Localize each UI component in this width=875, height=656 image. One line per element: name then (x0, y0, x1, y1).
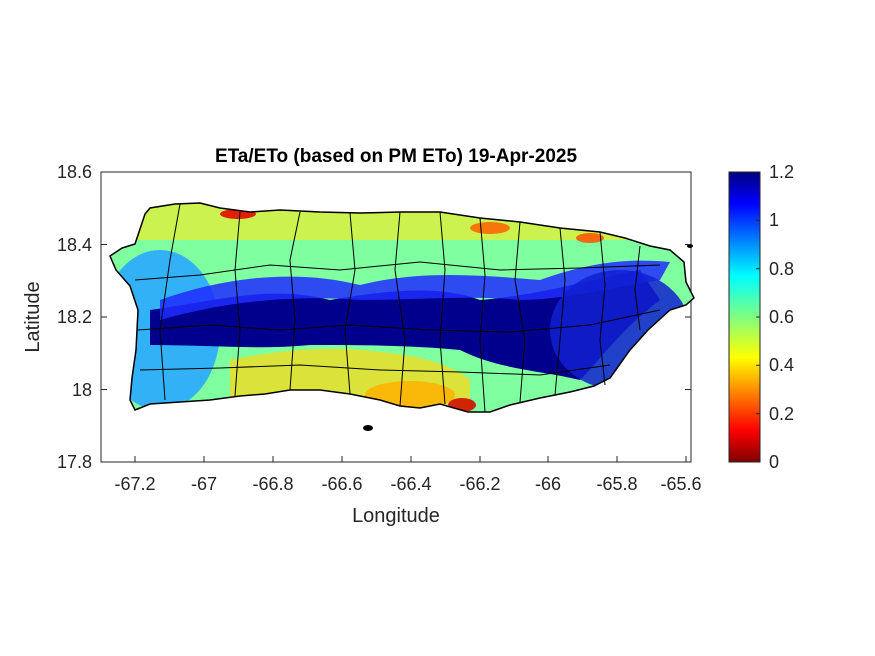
colorbar: 1.2 1 0.8 0.6 0.4 0.2 0 (728, 162, 794, 472)
colorbar-tick-label: 1 (769, 210, 779, 230)
x-tick-label: -65.8 (596, 474, 637, 494)
colorbar-gradient (728, 171, 761, 463)
y-axis-label: Latitude (22, 281, 44, 352)
colorbar-tick-label: 0.6 (769, 307, 794, 327)
x-tick-label: -66 (535, 474, 561, 494)
y-axis: 18.6 18.4 18.2 18 17.8 (57, 162, 691, 472)
heatmap-island (110, 203, 694, 412)
x-axis: -67.2 -67 -66.8 -66.6 -66.4 -66.2 -66 -6… (114, 456, 702, 494)
caja-de-muerto-island (363, 425, 373, 431)
heatmap-north-red-2 (470, 222, 510, 234)
municipality-borders (134, 203, 661, 413)
y-tick-label: 18.4 (57, 235, 92, 255)
heatmap-central-edge (160, 260, 670, 320)
y-tick-label: 18.6 (57, 162, 92, 182)
heatmap-north-red-3 (576, 233, 604, 243)
x-tick-label: -66.2 (459, 474, 500, 494)
x-tick-label: -66.8 (252, 474, 293, 494)
chart-title: ETa/ETo (based on PM ETo) 19-Apr-2025 (215, 146, 578, 167)
x-tick-label: -67.2 (114, 474, 155, 494)
colorbar-tick-label: 1.2 (769, 162, 794, 182)
x-tick-label: -67 (191, 474, 217, 494)
x-tick-label: -66.4 (390, 474, 431, 494)
colorbar-tick-label: 0.8 (769, 259, 794, 279)
x-axis-label: Longitude (352, 505, 440, 527)
colorbar-tick-label: 0.4 (769, 355, 794, 375)
colorbar-tick-label: 0 (769, 452, 779, 472)
colorbar-tick-label: 0.2 (769, 404, 794, 424)
x-tick-label: -66.6 (321, 474, 362, 494)
y-tick-label: 18 (72, 380, 92, 400)
x-tick-label: -65.6 (660, 474, 701, 494)
y-tick-label: 17.8 (57, 452, 92, 472)
y-tick-label: 18.2 (57, 307, 92, 327)
